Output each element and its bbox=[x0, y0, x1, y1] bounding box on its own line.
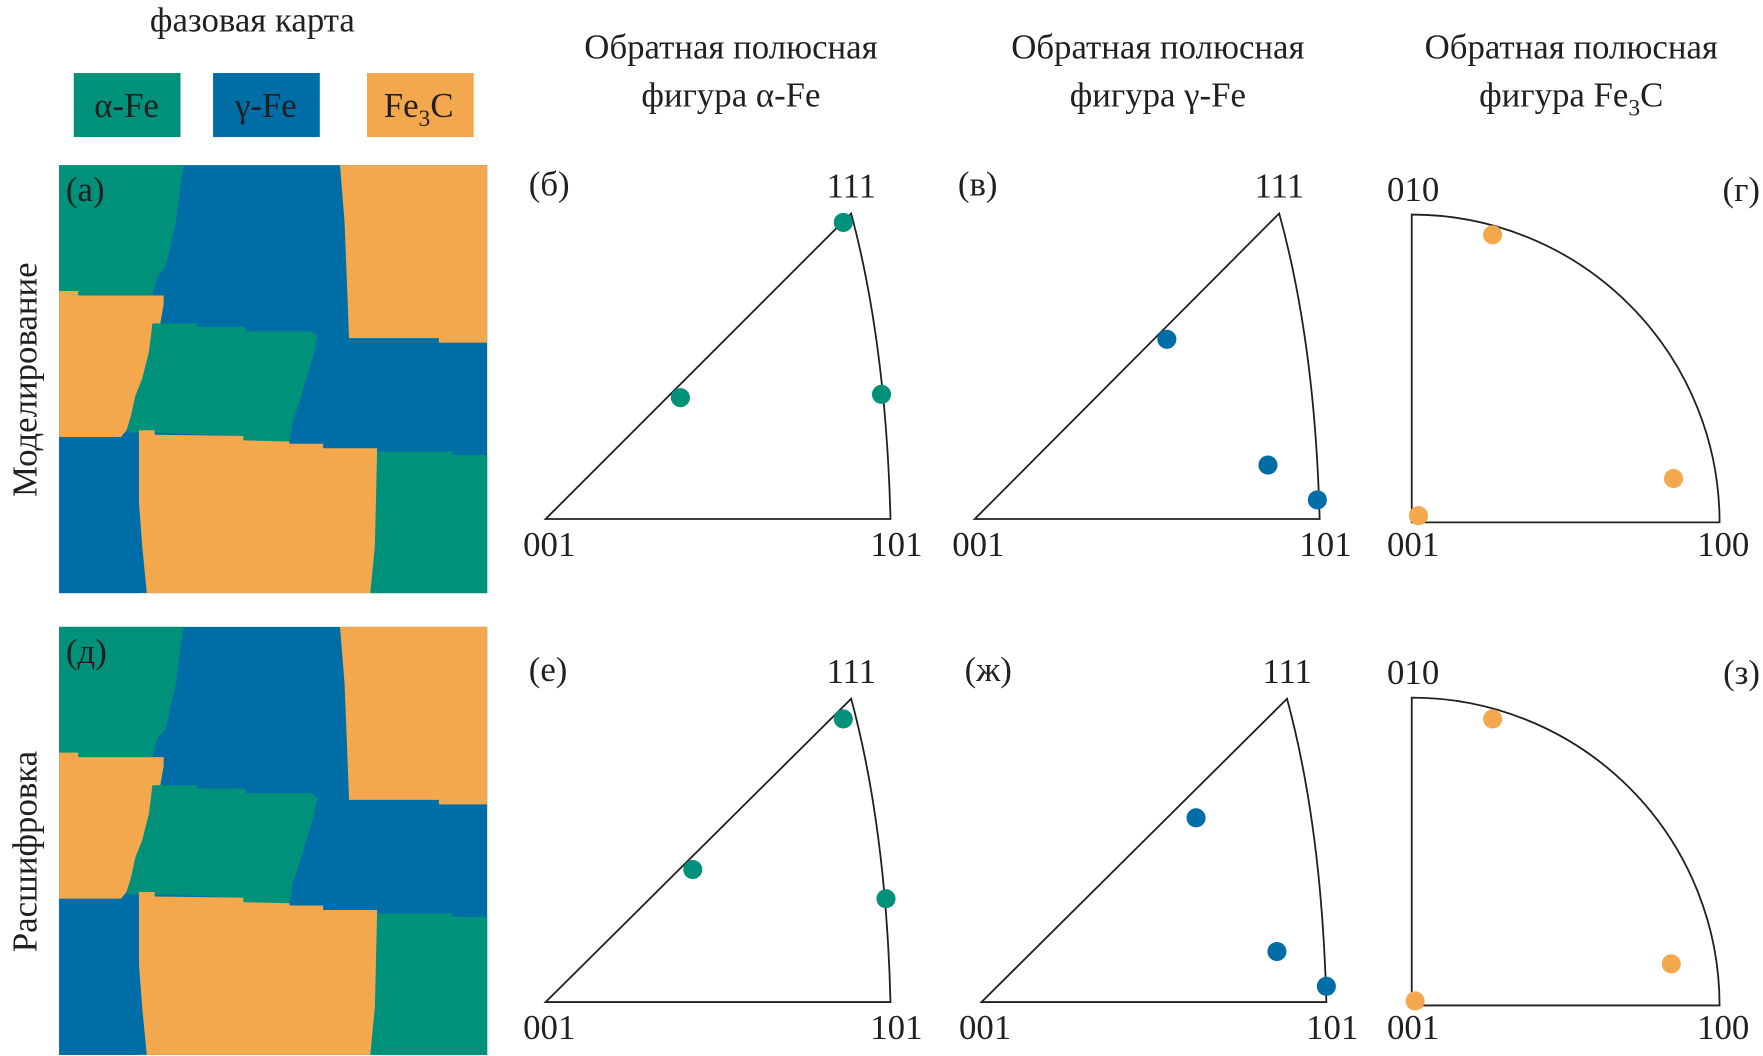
phase-map-title: фазовая карта bbox=[150, 0, 355, 39]
header-gamma-line2: фигура γ-Fe bbox=[1070, 76, 1246, 115]
grain-alpha-fe bbox=[126, 785, 318, 904]
grain-fe3c bbox=[138, 430, 378, 594]
panel-label: (а) bbox=[66, 170, 105, 209]
pole-label-001: 001 bbox=[523, 525, 575, 564]
pole-label-001: 001 bbox=[1387, 1008, 1439, 1047]
legend-swatch-gamma-fe bbox=[213, 73, 320, 138]
stereographic-triangle bbox=[972, 211, 1321, 520]
phase-map: (а) bbox=[59, 165, 488, 594]
orientation-point bbox=[670, 388, 690, 408]
pole-label-010: 010 bbox=[1387, 653, 1439, 692]
quarter-circle-sector bbox=[1410, 213, 1721, 524]
pole-label-111: 111 bbox=[826, 652, 876, 691]
legend-swatch-fe3c bbox=[366, 73, 474, 138]
orientation-point bbox=[833, 709, 853, 729]
orientation-point bbox=[1483, 225, 1503, 245]
stereographic-triangle bbox=[543, 211, 892, 520]
stereographic-triangle bbox=[543, 697, 892, 1003]
grain-fe3c bbox=[340, 626, 488, 805]
grain-fe3c bbox=[340, 165, 488, 343]
pole-label-101: 101 bbox=[870, 1008, 922, 1047]
legend-swatch-alpha-fe bbox=[73, 73, 181, 138]
pole-label-001: 001 bbox=[1387, 525, 1439, 564]
pole-label-010: 010 bbox=[1387, 170, 1439, 209]
grain-gamma-fe bbox=[59, 898, 139, 1055]
panel-label: (з) bbox=[1723, 653, 1760, 692]
header-fe3c-line1: Обратная полюсная bbox=[1425, 27, 1718, 66]
orientation-point bbox=[1307, 490, 1327, 510]
pole-label-111: 111 bbox=[1262, 652, 1312, 691]
orientation-point bbox=[833, 212, 853, 232]
grain-fe3c bbox=[59, 752, 164, 899]
pole-label-100: 100 bbox=[1697, 1008, 1749, 1047]
pole-label-001: 001 bbox=[523, 1008, 575, 1047]
orientation-point bbox=[1483, 709, 1503, 729]
pole-label-111: 111 bbox=[826, 167, 876, 206]
grain-alpha-fe bbox=[59, 165, 184, 296]
panel-label: (в) bbox=[958, 164, 998, 203]
header-fe3c-line2: фигура Fe3C bbox=[1479, 76, 1663, 122]
panel-label: (б) bbox=[529, 164, 570, 203]
orientation-point bbox=[1405, 991, 1425, 1011]
orientation-point bbox=[1186, 808, 1206, 828]
row-label-modeling: Моделирование bbox=[6, 262, 45, 497]
panel-label: (г) bbox=[1723, 170, 1760, 209]
header-gamma-line1: Обратная полюсная bbox=[1011, 27, 1304, 66]
grain-fe3c bbox=[138, 891, 378, 1055]
stereographic-triangle bbox=[979, 697, 1328, 1003]
pole-label-101: 101 bbox=[1306, 1008, 1358, 1047]
legend: α-Fe γ-Fe Fe3C bbox=[73, 73, 474, 138]
grain-alpha-fe bbox=[126, 323, 318, 442]
orientation-point bbox=[1408, 506, 1429, 526]
orientation-point bbox=[1258, 455, 1278, 475]
pole-label-111: 111 bbox=[1254, 167, 1304, 206]
panel-label: (е) bbox=[529, 650, 568, 689]
panel-label: (ж) bbox=[965, 650, 1012, 689]
header-alpha-line2: фигура α-Fe bbox=[641, 76, 820, 115]
grain-alpha-fe bbox=[370, 913, 488, 1055]
orientation-point bbox=[876, 889, 896, 909]
orientation-point bbox=[1267, 941, 1287, 962]
legend-label-gamma-fe: γ-Fe bbox=[234, 86, 297, 125]
header-alpha-line1: Обратная полюсная bbox=[584, 27, 877, 66]
pole-label-101: 101 bbox=[870, 525, 922, 564]
orientation-point bbox=[871, 384, 892, 404]
orientation-point bbox=[1661, 954, 1681, 974]
quarter-circle-sector bbox=[1410, 696, 1721, 1007]
pole-label-101: 101 bbox=[1299, 525, 1351, 564]
legend-label-alpha-fe: α-Fe bbox=[94, 86, 159, 125]
grain-gamma-fe bbox=[59, 437, 139, 594]
orientation-point bbox=[683, 859, 703, 880]
legend-label-fe3c: Fe3C bbox=[384, 86, 454, 132]
orientation-point bbox=[1663, 469, 1684, 489]
row-label-decoding: Расшифровка bbox=[6, 751, 45, 952]
grain-fe3c bbox=[59, 290, 164, 438]
grain-alpha-fe bbox=[370, 451, 488, 594]
pole-label-100: 100 bbox=[1697, 525, 1749, 564]
panel-label: (д) bbox=[66, 632, 107, 671]
orientation-point bbox=[1157, 329, 1177, 349]
grain-alpha-fe bbox=[59, 626, 184, 758]
pole-label-001: 001 bbox=[952, 525, 1004, 564]
pole-label-001: 001 bbox=[959, 1008, 1011, 1047]
phase-map: (д) bbox=[59, 626, 488, 1055]
orientation-point bbox=[1316, 976, 1336, 996]
